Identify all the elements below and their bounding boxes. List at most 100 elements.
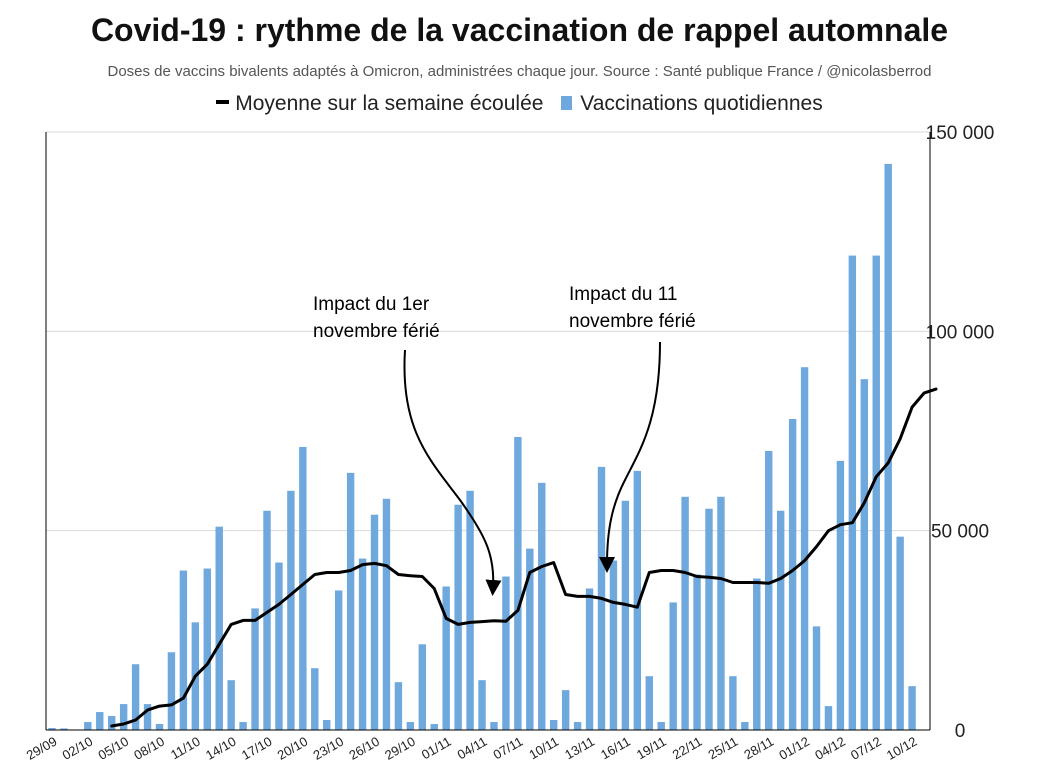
annotations: Impact du 1er novembre férié Impact du 11 n… bbox=[313, 284, 696, 596]
bar-series bbox=[48, 163, 916, 731]
x-tick-label: 07/11 bbox=[491, 734, 526, 763]
chart-title: Covid-19 : rythme de la vaccination de r… bbox=[90, 12, 949, 48]
bar bbox=[848, 255, 857, 730]
x-tick-label: 19/11 bbox=[634, 734, 669, 763]
bar bbox=[502, 576, 510, 730]
bar bbox=[131, 664, 140, 730]
x-tick-label: 16/11 bbox=[598, 734, 633, 763]
bar bbox=[418, 644, 427, 730]
bar bbox=[693, 574, 701, 730]
y-tick-label: 150 000 bbox=[926, 123, 995, 144]
x-tick-label: 23/10 bbox=[310, 734, 346, 763]
bar bbox=[788, 419, 797, 730]
x-tick-label: 02/10 bbox=[60, 734, 96, 763]
x-tick-label: 28/11 bbox=[741, 734, 776, 763]
bar bbox=[836, 460, 845, 730]
x-tick-label: 10/12 bbox=[884, 734, 920, 763]
bar bbox=[490, 722, 498, 730]
bar bbox=[287, 490, 295, 730]
bar bbox=[549, 720, 558, 730]
bar bbox=[48, 728, 56, 730]
x-tick-label: 20/10 bbox=[275, 734, 311, 763]
bar bbox=[394, 682, 403, 730]
bar bbox=[430, 724, 438, 730]
x-tick-label: 10/11 bbox=[526, 734, 561, 763]
bar bbox=[346, 472, 355, 730]
x-tick-label: 26/10 bbox=[346, 734, 382, 763]
annotation-1-line1: Impact du 1er bbox=[313, 294, 430, 315]
legend-item-bar: Vaccinations quotidiennes bbox=[561, 92, 823, 116]
bar bbox=[227, 680, 235, 730]
x-tick-label: 25/11 bbox=[706, 734, 741, 763]
bar bbox=[800, 367, 809, 730]
bar bbox=[454, 504, 462, 730]
bar bbox=[96, 712, 104, 730]
bar bbox=[561, 690, 570, 730]
legend-line-label: Moyenne sur la semaine écoulée bbox=[235, 92, 544, 115]
legend-item-line: Moyenne sur la semaine écoulée bbox=[216, 92, 543, 116]
x-tick-label: 22/11 bbox=[670, 734, 705, 763]
bar bbox=[478, 680, 486, 730]
bar bbox=[908, 686, 916, 730]
bar bbox=[681, 496, 689, 730]
x-tick-label: 13/11 bbox=[562, 734, 597, 763]
bar bbox=[705, 508, 713, 730]
annotation-1-line2: novembre férié bbox=[313, 321, 440, 342]
bar bbox=[406, 722, 415, 730]
legend-line-swatch bbox=[216, 100, 230, 105]
bar bbox=[179, 570, 188, 730]
bar bbox=[621, 500, 630, 730]
bar bbox=[741, 722, 749, 730]
bar bbox=[717, 496, 725, 730]
bar bbox=[466, 490, 474, 730]
bar bbox=[334, 590, 343, 730]
bar bbox=[526, 548, 534, 730]
bar bbox=[538, 482, 546, 730]
gridlines bbox=[46, 131, 930, 532]
bar bbox=[167, 652, 176, 730]
x-tick-label: 29/09 bbox=[24, 734, 60, 763]
bar bbox=[251, 608, 259, 730]
bar bbox=[382, 498, 391, 730]
line-series bbox=[110, 387, 938, 728]
bar bbox=[884, 163, 892, 731]
bar bbox=[585, 588, 594, 730]
bar bbox=[776, 510, 785, 730]
bar bbox=[263, 510, 271, 730]
annotation-2-line2: novembre férié bbox=[569, 311, 696, 332]
bar bbox=[729, 676, 737, 730]
x-tick-label: 14/10 bbox=[203, 734, 239, 763]
bar bbox=[239, 722, 247, 730]
bar bbox=[275, 562, 283, 730]
bar bbox=[143, 704, 152, 730]
y-tick-label: 0 bbox=[955, 721, 966, 742]
annotation-2-line1: Impact du 11 bbox=[569, 284, 677, 305]
bar bbox=[645, 676, 653, 730]
bar bbox=[215, 526, 223, 730]
x-tick-label: 11/10 bbox=[168, 734, 203, 763]
bar bbox=[203, 568, 211, 730]
bar bbox=[358, 558, 367, 730]
bar bbox=[119, 704, 128, 730]
bar bbox=[812, 626, 821, 730]
legend-bar-swatch bbox=[561, 96, 573, 111]
bar bbox=[860, 379, 869, 730]
bar bbox=[765, 450, 773, 730]
bar bbox=[872, 255, 880, 730]
bar bbox=[107, 716, 116, 730]
x-tick-label: 04/12 bbox=[812, 734, 848, 763]
bar bbox=[323, 720, 331, 730]
x-tick-label: 17/10 bbox=[239, 734, 275, 763]
bar bbox=[299, 446, 307, 730]
legend: Moyenne sur la semaine écoulée Vaccinati… bbox=[0, 92, 1039, 116]
x-tick-labels: 29/09 02/10 05/10 08/10 11/10 14/10 17/10 20/10… bbox=[24, 734, 920, 763]
x-tick-label: 07/12 bbox=[848, 734, 884, 763]
bar bbox=[824, 706, 833, 730]
y-tick-label: 50 000 bbox=[931, 522, 989, 543]
bar bbox=[657, 722, 665, 730]
y-tick-labels: 0 50 000 100 000 150 000 bbox=[926, 123, 995, 742]
bar bbox=[442, 586, 450, 730]
bar bbox=[753, 578, 761, 730]
x-tick-label: 04/11 bbox=[455, 734, 490, 763]
